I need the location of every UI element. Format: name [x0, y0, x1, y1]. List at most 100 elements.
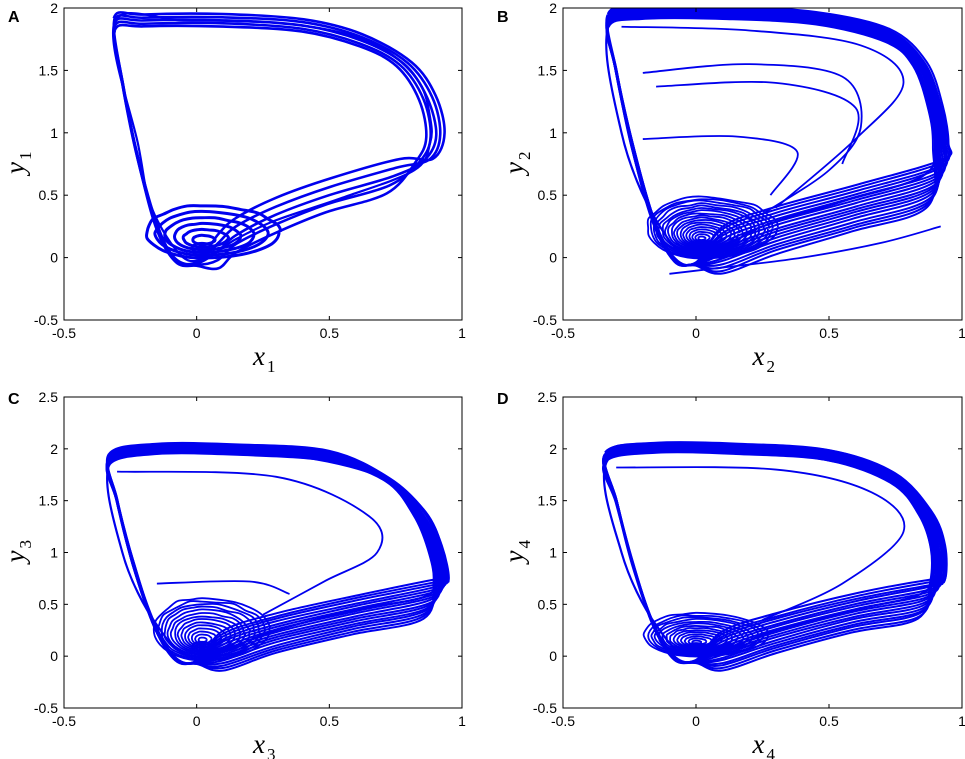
- x-axis-label-subscript: 4: [767, 745, 776, 759]
- trajectory-inner-loop: [180, 621, 232, 651]
- x-tick-label: -0.5: [551, 325, 575, 341]
- y-axis-label-group: y3: [0, 540, 35, 566]
- trajectory-inner-loop: [669, 627, 733, 651]
- trajectory-inner-loop: [157, 600, 267, 661]
- x-tick-label: 0.5: [819, 713, 839, 729]
- trajectory-inner-loop: [653, 617, 755, 655]
- x-axis-label: x: [252, 341, 265, 371]
- trajectory-inner-loop: [676, 219, 736, 249]
- trajectory-inner-loop: [652, 199, 771, 258]
- trajectory-inner-loop: [688, 228, 720, 245]
- y-tick-label: 2: [50, 441, 58, 457]
- y-tick-label: 1: [549, 545, 557, 561]
- trajectory-inner-loop: [697, 235, 707, 241]
- trajectory-inner-loop: [152, 597, 271, 662]
- panel-a: A-0.5 0 0.5 1-0.500.511.52x 1y1: [0, 0, 466, 376]
- y-axis-label-group: y4: [499, 540, 534, 566]
- y-axis-label: y: [0, 551, 30, 566]
- trajectory-inner-loop: [650, 616, 760, 656]
- trajectory-inner-loop: [174, 615, 242, 653]
- trajectory-inner-loop: [657, 204, 761, 256]
- x-tick-label: 1: [958, 325, 965, 341]
- trajectory-inner-loop: [672, 629, 729, 650]
- trajectory-loop: [112, 11, 446, 266]
- trajectory-branch: [621, 25, 905, 209]
- y-tick-label: 1: [549, 125, 557, 141]
- trajectory-inner-loop: [646, 195, 779, 260]
- y-axis-label-subscript: 1: [16, 152, 35, 161]
- trajectory-inner-loop: [163, 605, 256, 658]
- y-tick-label: 0.5: [538, 187, 558, 203]
- y-axis-label-group: y1: [0, 152, 35, 178]
- series-line: [605, 8, 938, 259]
- x-tick-label: 0: [193, 713, 201, 729]
- trajectory-inner-loop: [661, 622, 745, 653]
- x-tick-label: -0.5: [551, 713, 575, 729]
- axes-frame: [63, 396, 463, 709]
- trajectory-inner-loop: [153, 209, 270, 257]
- panel-letter: C: [8, 391, 20, 408]
- y-tick-label: -0.5: [533, 700, 557, 716]
- y-axis-label: y: [0, 162, 30, 177]
- x-tick-label: 0: [692, 325, 700, 341]
- y-tick-label: 2.5: [538, 389, 558, 405]
- x-tick-label: 0.5: [819, 325, 839, 341]
- y-tick-label: 2: [549, 0, 557, 16]
- y-tick-label: 1.5: [39, 493, 59, 509]
- trajectory-inner-loop: [642, 611, 771, 658]
- trajectory-center-loop: [685, 642, 707, 655]
- y-axis-label-subscript: 2: [515, 152, 534, 161]
- y-axis-label-subscript: 4: [515, 540, 534, 549]
- y-tick-label: 1.5: [538, 62, 558, 78]
- trajectory-inner-loop: [676, 631, 724, 649]
- x-tick-label: 1: [958, 713, 965, 729]
- y-tick-label: 0: [50, 250, 58, 266]
- trajectory: [602, 441, 948, 672]
- panel-c: C-0.5 0 0.5 1-0.500.511.522.5x 3y3: [0, 389, 466, 759]
- trajectory: [105, 441, 450, 672]
- trajectory-branch: [117, 470, 384, 616]
- y-tick-label: 1: [50, 545, 58, 561]
- trajectory-inner-loop: [682, 223, 728, 247]
- trajectory-branch: [156, 580, 290, 595]
- trajectory: [605, 8, 953, 275]
- axes-frame: [63, 7, 463, 321]
- y-axis-label: y: [499, 551, 529, 566]
- x-axis-label-subscript: 1: [267, 357, 276, 376]
- trajectory-inner-loop: [694, 233, 711, 242]
- y-tick-label: 1.5: [538, 493, 558, 509]
- series-line: [602, 447, 937, 658]
- y-tick-label: -0.5: [533, 312, 557, 328]
- trajectory-inner-loop: [144, 204, 282, 260]
- trajectory-inner-loop: [649, 198, 774, 259]
- y-tick-label: 0: [50, 648, 58, 664]
- trajectory-center-loop: [690, 240, 713, 253]
- trajectory-branch: [616, 466, 906, 621]
- trajectory-tail: [669, 225, 941, 275]
- trajectory-inner-loop: [176, 618, 236, 652]
- y-tick-label: 0.5: [39, 187, 59, 203]
- y-tick-label: 2.5: [39, 389, 59, 405]
- trajectory-loop: [105, 441, 450, 665]
- trajectory-loop: [112, 13, 442, 266]
- trajectory-inner-loop: [664, 209, 753, 253]
- x-tick-label: 0.5: [320, 713, 340, 729]
- panel-letter: A: [8, 9, 20, 26]
- y-tick-label: 0.5: [538, 596, 558, 612]
- series-line: [106, 448, 440, 658]
- x-axis-label-subscript: 2: [767, 357, 776, 376]
- trajectory-inner-loop: [184, 624, 228, 649]
- x-axis-label: x: [252, 729, 265, 759]
- trajectory-inner-loop: [166, 608, 252, 656]
- panel-d: D-0.5 0 0.5 1-0.500.511.522.5x 4y4: [497, 389, 965, 759]
- x-tick-label: 0.5: [320, 325, 340, 341]
- x-tick-label: 1: [458, 325, 466, 341]
- y-tick-label: -0.5: [34, 700, 58, 716]
- y-tick-label: 1: [50, 125, 58, 141]
- x-axis-label: x: [752, 729, 765, 759]
- y-tick-label: 0: [549, 648, 557, 664]
- x-axis-label-subscript: 3: [267, 745, 276, 759]
- trajectory-center-loop: [190, 241, 213, 254]
- x-tick-label: 1: [458, 713, 466, 729]
